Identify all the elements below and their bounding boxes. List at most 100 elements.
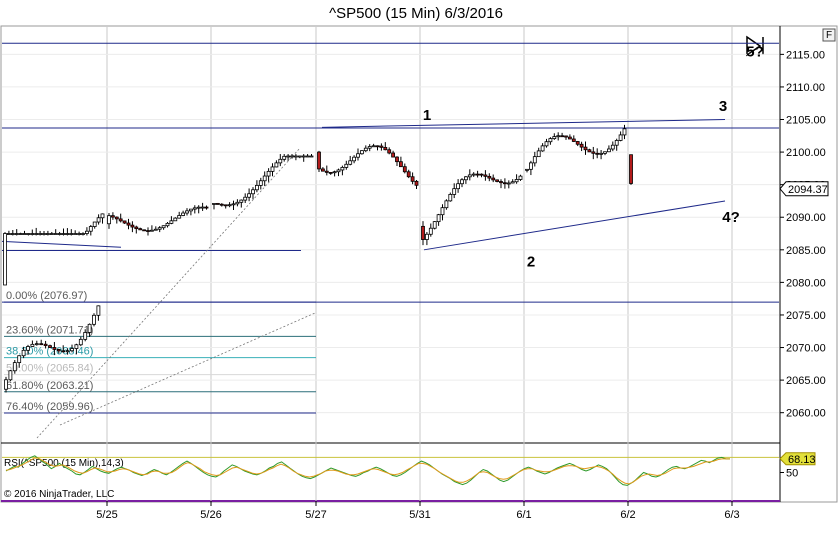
trendline xyxy=(1,240,122,248)
candle xyxy=(70,344,74,353)
candle xyxy=(10,229,15,236)
candle xyxy=(212,202,216,210)
f-button-label: F xyxy=(826,30,832,41)
candle-body xyxy=(70,348,74,352)
candle xyxy=(424,232,429,246)
candle xyxy=(444,199,449,210)
candle-body xyxy=(502,182,507,185)
candle-body xyxy=(591,151,596,154)
candle xyxy=(196,205,201,214)
candle-body xyxy=(495,179,500,182)
candle-body xyxy=(114,216,119,220)
candle xyxy=(548,137,553,145)
candle xyxy=(305,154,310,158)
candle-body xyxy=(138,228,143,231)
candle xyxy=(26,233,31,236)
candle-body xyxy=(518,175,523,180)
candle xyxy=(591,146,596,160)
play-to-end-icon[interactable] xyxy=(746,35,764,57)
candle xyxy=(483,170,488,181)
time-axis: 5/25 5/26 5/27 5/31 6/1 6/2 6/3 xyxy=(96,501,740,521)
candle-body xyxy=(196,206,201,209)
candle-body xyxy=(463,176,468,181)
candle xyxy=(157,226,162,233)
price-tick-label: 2100.00 xyxy=(786,147,826,159)
f-button[interactable]: F xyxy=(822,28,836,42)
candle xyxy=(146,227,150,236)
candle-body xyxy=(424,233,429,240)
candles xyxy=(3,124,633,393)
candle xyxy=(17,355,22,368)
candle xyxy=(4,376,8,393)
fib-projection-line xyxy=(59,312,316,426)
candle xyxy=(57,231,62,236)
candle xyxy=(479,173,484,178)
time-tick-label: 5/26 xyxy=(200,509,221,521)
fib-level-label: 61.80% (2063.21) xyxy=(6,380,93,392)
candle-body xyxy=(278,158,283,164)
candle-body xyxy=(92,314,96,325)
copyright-text: © 2016 NinjaTrader, LLC xyxy=(4,489,114,500)
candle-body xyxy=(506,182,511,185)
candle-body xyxy=(26,233,31,235)
candle xyxy=(387,147,392,155)
candle xyxy=(356,148,360,161)
candle-body xyxy=(402,166,407,173)
candle-body xyxy=(479,173,484,176)
candle xyxy=(290,154,294,159)
candle-body xyxy=(348,160,353,165)
candle xyxy=(219,203,224,207)
candle-body xyxy=(571,138,576,142)
wave-label: 2 xyxy=(527,254,535,271)
candle xyxy=(618,131,623,142)
candle-body xyxy=(14,233,19,235)
rsi-panel: RSI(^SP500 (15 Min),14,3) 50 68.13 xyxy=(2,452,816,486)
candle xyxy=(149,225,154,232)
candle xyxy=(239,199,244,208)
candle xyxy=(81,232,85,236)
trendline xyxy=(321,119,726,128)
candle xyxy=(92,221,97,229)
time-tick-label: 6/3 xyxy=(724,509,739,521)
candle-body xyxy=(157,227,162,230)
candle xyxy=(544,138,549,148)
candle xyxy=(568,134,572,140)
candle-body xyxy=(39,343,44,346)
rsi-last-value-box xyxy=(779,452,816,466)
candle-body xyxy=(610,144,615,150)
candle xyxy=(491,174,496,183)
candle-body xyxy=(356,153,360,158)
price-tick-label: 2105.00 xyxy=(786,115,826,127)
candle xyxy=(414,179,419,189)
candle-body xyxy=(231,203,236,206)
candle-body xyxy=(30,343,35,347)
candle-body xyxy=(540,145,545,152)
wave-labels: 1 2 3 4? 5? xyxy=(423,43,764,270)
candle xyxy=(92,313,96,327)
candle xyxy=(30,340,35,347)
price-tick-label: 2065.00 xyxy=(786,375,826,387)
candle xyxy=(583,141,588,155)
candle-body xyxy=(69,233,74,235)
candle xyxy=(65,348,70,355)
candle-body xyxy=(367,146,372,149)
grid-lines xyxy=(2,27,779,501)
candle-body xyxy=(428,227,433,235)
last-price-box xyxy=(779,181,829,197)
fib-level-label: 23.60% (2071.71) xyxy=(6,324,93,336)
candle xyxy=(161,225,166,230)
candle xyxy=(452,183,457,199)
candle-body xyxy=(622,128,627,136)
candle xyxy=(352,155,357,164)
candle xyxy=(42,230,46,236)
candle-body xyxy=(65,350,70,353)
candle xyxy=(475,170,480,178)
candle xyxy=(114,216,119,224)
candle xyxy=(410,172,415,185)
candle-body xyxy=(81,233,85,235)
time-tick-label: 5/31 xyxy=(409,509,430,521)
candle xyxy=(402,163,407,174)
candle-body xyxy=(286,155,291,158)
candle-body xyxy=(30,233,35,235)
candle xyxy=(100,213,105,224)
